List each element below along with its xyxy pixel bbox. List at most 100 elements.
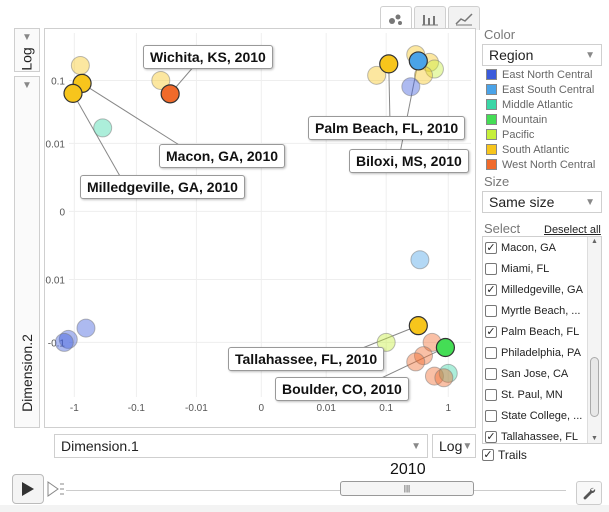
y-tick-label: -0.1 [48, 338, 66, 349]
select-item-checkbox[interactable]: ✓ [485, 283, 497, 296]
select-list[interactable]: ✓ Macon, GA Miami, FL ✓ Milledgeville, GA Myr… [482, 236, 602, 444]
color-selector[interactable]: Region ▼ [482, 44, 602, 66]
data-point[interactable] [70, 56, 90, 76]
x-scale-label: Log [439, 438, 463, 454]
tab-lines[interactable] [448, 6, 480, 30]
select-item[interactable]: ✓ Milledgeville, GA [483, 279, 587, 300]
select-item[interactable]: Miami, FL [483, 258, 587, 279]
timeline-slider-handle[interactable]: ||| [340, 481, 474, 496]
y-tick-label: -0.01 [45, 275, 65, 286]
select-item-label: State College, ... [501, 409, 583, 422]
timeline-year: 2010 [390, 461, 426, 478]
legend-swatch [486, 144, 497, 155]
select-item[interactable]: ✓ Tallahassee, FL [483, 426, 587, 443]
scroll-thumb[interactable] [590, 357, 599, 417]
select-item[interactable]: Philadelphia, PA [483, 342, 587, 363]
data-point[interactable] [151, 70, 171, 90]
speed-control[interactable] [46, 480, 66, 503]
bar-chart-icon [422, 14, 438, 25]
select-item-label: Philadelphia, PA [501, 346, 581, 359]
select-label: Select [484, 221, 521, 236]
legend-item: Pacific [486, 127, 608, 142]
speed-icon [47, 481, 64, 497]
x-tick-label: -1 [70, 403, 79, 414]
select-scrollbar[interactable]: ▲ ▼ [587, 237, 601, 443]
legend-item: South Atlantic [486, 142, 608, 157]
label-leader-line [374, 347, 446, 382]
tab-bars[interactable] [414, 6, 446, 30]
x-axis-title: Dimension.1 [61, 438, 139, 454]
data-point[interactable] [63, 83, 83, 103]
data-point[interactable] [379, 54, 399, 74]
label-leader-line [72, 93, 126, 186]
x-axis-selector[interactable]: Dimension.1 ▼ [54, 434, 428, 458]
data-point[interactable] [376, 332, 396, 352]
data-point[interactable] [54, 332, 74, 352]
scroll-up-icon[interactable]: ▲ [591, 238, 598, 245]
select-item-label: Myrtle Beach, ... [501, 304, 581, 317]
settings-button[interactable] [576, 481, 602, 505]
size-selector[interactable]: Same size ▼ [482, 191, 602, 213]
label-leader-line [388, 63, 391, 124]
select-item-checkbox[interactable] [485, 304, 497, 317]
data-point[interactable] [406, 352, 426, 372]
play-button[interactable] [12, 474, 44, 504]
bubble-chart-icon [389, 14, 402, 25]
y-axis-selector[interactable]: ▼ Dimension.2 [14, 76, 40, 428]
x-tick-label: -0.01 [185, 403, 208, 414]
data-point[interactable] [401, 77, 421, 97]
play-icon [22, 482, 34, 496]
legend-swatch [486, 99, 497, 110]
size-label: Size [484, 174, 510, 189]
select-item[interactable]: ✓ Palm Beach, FL [483, 321, 587, 342]
select-item[interactable]: ✓ Macon, GA [483, 237, 587, 258]
select-item[interactable]: Myrtle Beach, ... [483, 300, 587, 321]
data-point[interactable] [93, 118, 113, 138]
data-point[interactable] [434, 368, 454, 388]
data-point[interactable] [76, 318, 96, 338]
legend-item: West North Central [486, 157, 608, 172]
chevron-down-icon: ▼ [585, 196, 595, 208]
select-rows: ✓ Macon, GA Miami, FL ✓ Milledgeville, GA Myr… [483, 237, 601, 443]
deselect-all-link[interactable]: Deselect all [544, 224, 601, 236]
select-item-checkbox[interactable]: ✓ [485, 241, 497, 254]
data-point[interactable] [367, 65, 387, 85]
data-point[interactable] [160, 84, 180, 104]
select-item-checkbox[interactable]: ✓ [485, 430, 497, 443]
select-item-checkbox[interactable] [485, 262, 497, 275]
select-item-checkbox[interactable] [485, 409, 497, 422]
x-tick-label: -0.1 [128, 403, 146, 414]
chevron-down-icon: ▼ [462, 440, 473, 452]
data-point[interactable] [408, 51, 428, 71]
y-scale-label: Log [18, 47, 35, 71]
select-item-checkbox[interactable] [485, 346, 497, 359]
y-scale-selector[interactable]: ▼ Log [14, 28, 40, 72]
select-item-checkbox[interactable] [485, 388, 497, 401]
legend-swatch [486, 84, 497, 95]
select-item-label: Palm Beach, FL [501, 325, 580, 338]
data-point[interactable] [435, 337, 456, 358]
wrench-icon [583, 487, 596, 500]
legend-swatch [486, 69, 497, 80]
select-item[interactable]: State College, ... [483, 405, 587, 426]
data-point[interactable] [408, 316, 428, 336]
tab-bubbles[interactable] [380, 6, 412, 30]
select-item-label: San Jose, CA [501, 367, 569, 380]
select-item[interactable]: St. Paul, MN [483, 384, 587, 405]
point-label-wichita: Wichita, KS, 2010 [143, 45, 273, 69]
scroll-down-icon[interactable]: ▼ [591, 435, 598, 442]
legend-swatch [486, 114, 497, 125]
x-scale-selector[interactable]: Log ▼ [432, 434, 476, 458]
scatter-plot: -1 -0.1 -0.01 0 0.01 0.1 1 0.1 0.01 0 -0.01 -0.1 [42, 33, 471, 414]
data-point[interactable] [410, 250, 430, 270]
data-point[interactable] [424, 59, 444, 79]
data-point[interactable] [413, 346, 433, 366]
select-item[interactable]: San Jose, CA [483, 363, 587, 384]
x-tick-label: 0.1 [379, 403, 393, 414]
trails-toggle[interactable]: ✓ Trails [482, 448, 527, 462]
legend-swatch [486, 159, 497, 170]
y-tick-label: 0.01 [46, 139, 66, 150]
trails-checkbox[interactable]: ✓ [482, 449, 494, 461]
select-item-checkbox[interactable]: ✓ [485, 325, 497, 338]
select-item-checkbox[interactable] [485, 367, 497, 380]
